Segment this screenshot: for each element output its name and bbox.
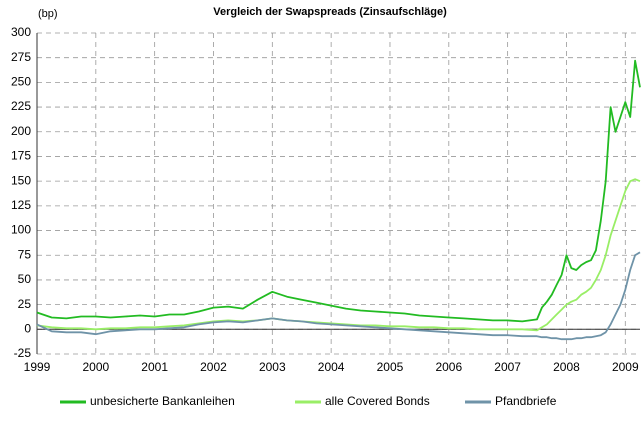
- y-tick-label: 100: [11, 223, 31, 237]
- y-tick-label: 225: [11, 99, 31, 113]
- y-tick-label: -25: [14, 346, 32, 360]
- y-tick-label: 175: [11, 149, 31, 163]
- y-tick-label: 50: [18, 272, 32, 286]
- x-tick-label: 2004: [318, 360, 345, 374]
- y-tick-label: 275: [11, 50, 31, 64]
- x-tick-label: 2002: [200, 360, 227, 374]
- y-unit: (bp): [38, 8, 58, 20]
- legend-label: Pfandbriefe: [495, 394, 557, 408]
- x-tick-label: 1999: [24, 360, 51, 374]
- y-tick-label: 75: [18, 247, 32, 261]
- y-tick-label: 0: [24, 321, 31, 335]
- y-tick-label: 150: [11, 173, 31, 187]
- x-tick-label: 2007: [494, 360, 521, 374]
- legend-label: unbesicherte Bankanleihen: [90, 394, 235, 408]
- x-tick-label: 2005: [377, 360, 404, 374]
- series-line: [36, 59, 641, 323]
- y-tick-label: 250: [11, 75, 31, 89]
- x-tick-label: 2009: [612, 360, 639, 374]
- y-tick-label: 25: [18, 297, 32, 311]
- y-tick-label: 200: [11, 124, 31, 138]
- x-tick-label: 2006: [435, 360, 462, 374]
- series-line: [36, 251, 641, 341]
- series-line: [36, 178, 641, 332]
- legend-label: alle Covered Bonds: [325, 394, 430, 408]
- x-tick-label: 2000: [82, 360, 109, 374]
- chart-title: Vergleich der Swapspreads (Zinsaufschläg…: [213, 6, 447, 18]
- y-tick-label: 300: [11, 25, 31, 39]
- x-tick-label: 2001: [141, 360, 168, 374]
- x-tick-label: 2008: [553, 360, 580, 374]
- x-tick-label: 2003: [259, 360, 286, 374]
- y-tick-label: 125: [11, 198, 31, 212]
